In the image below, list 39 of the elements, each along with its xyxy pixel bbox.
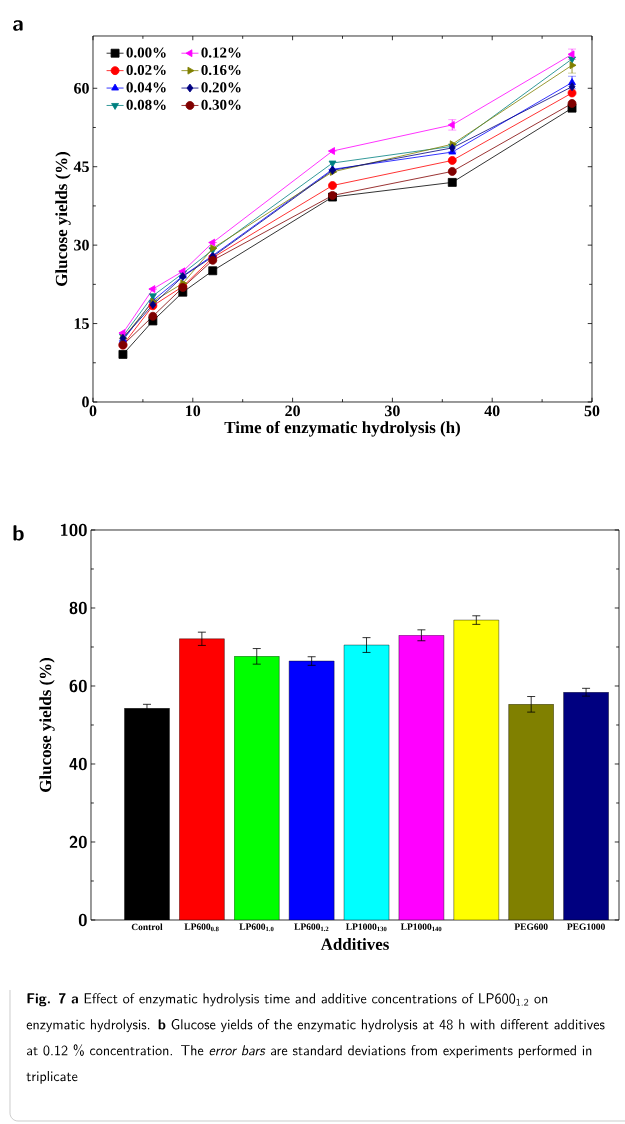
y-tick-label: 45 [73,161,89,173]
text: Fig. 7 a Effect of enzymatic hydrolysis time and additive concentrations of LP600$_{1.2}$ on enzymatic hydrolysis. b Glucose yields of the enzymatic hydrolysis at 48 h with different additives at 0.12 % concentration. The error bars are standard deviations from experiments performed in triplicate [26,993,605,1084]
x-tick-label: 30 [385,405,400,417]
x-tick-label: LP600$_{1.2}$ [294,923,329,932]
x-tick-label: LP600$_{0.8}$ [184,923,219,932]
x-tick-label: LP600$_{1.0}$ [239,923,274,932]
legend-label: 0.12% [201,47,241,58]
y-axis-title: Glucose yields (%) [55,151,71,286]
y-tick-label: 15 [74,318,89,329]
x-axis-title: Additives [320,938,389,950]
x-axis-title: Time of enzymatic hydrolysis (h) [224,421,460,437]
legend-label: 0.08% [126,99,166,110]
x-tick-label: Control [131,923,163,931]
x-tick-label: 20 [285,405,300,417]
y-tick-label: 30 [74,239,89,251]
x-tick-label: 10 [186,405,201,417]
x-tick-label: 50 [584,405,600,417]
x-tick-label: PEG1000 [567,923,605,930]
legend-label: 0.30% [201,99,241,110]
y-tick-label: 0 [82,396,89,408]
y-tick-label: 20 [69,835,87,849]
x-tick-label: PEG600 [514,923,548,930]
legend-label: 0.02% [126,64,166,76]
text: b [13,525,24,541]
y-tick-label: 100 [60,523,87,537]
x-tick-label: 40 [484,405,500,417]
text: a [13,20,23,31]
x-tick-label: LP1000$_{130}$ [345,923,387,932]
y-axis-title: Glucose yields (%) [39,657,55,792]
x-tick-label: LP1000$_{140}$ [400,923,442,932]
legend-label: 0.20% [201,82,241,93]
y-tick-label: 80 [69,601,87,615]
y-tick-label: 40 [69,757,87,771]
legend-label: 0.00% [126,47,166,58]
legend-label: 0.16% [201,64,241,76]
legend-label: 0.04% [126,82,166,93]
y-tick-label: 60 [74,82,89,94]
x-tick-label: 0 [89,405,97,417]
y-tick-label: 60 [69,679,87,693]
